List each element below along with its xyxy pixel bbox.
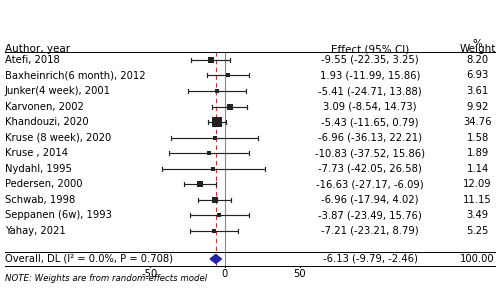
Text: Atefi, 2018: Atefi, 2018	[5, 55, 60, 65]
Text: Kruse , 2014: Kruse , 2014	[5, 148, 68, 158]
Text: Author, year: Author, year	[5, 44, 70, 54]
Text: Overall, DL (I² = 0.0%, P = 0.708): Overall, DL (I² = 0.0%, P = 0.708)	[5, 254, 173, 264]
Text: -6.96 (-36.13, 22.21): -6.96 (-36.13, 22.21)	[318, 133, 422, 143]
Text: Junker(4 week), 2001: Junker(4 week), 2001	[5, 86, 111, 96]
Text: -7.73 (-42.05, 26.58): -7.73 (-42.05, 26.58)	[318, 164, 422, 174]
Text: Baxheinrich(6 month), 2012: Baxheinrich(6 month), 2012	[5, 70, 146, 81]
Text: Pedersen, 2000: Pedersen, 2000	[5, 179, 82, 189]
Text: 100.00: 100.00	[460, 254, 495, 264]
Text: 1.14: 1.14	[466, 164, 488, 174]
Text: Effect (95% CI): Effect (95% CI)	[331, 44, 409, 54]
Text: 34.76: 34.76	[463, 117, 492, 127]
Text: %: %	[472, 39, 482, 48]
Text: 8.20: 8.20	[466, 55, 488, 65]
Text: Schwab, 1998: Schwab, 1998	[5, 195, 75, 205]
Text: Nydahl, 1995: Nydahl, 1995	[5, 164, 72, 174]
Text: Kruse (8 week), 2020: Kruse (8 week), 2020	[5, 133, 111, 143]
Text: 0: 0	[222, 269, 228, 279]
Text: 1.89: 1.89	[466, 148, 488, 158]
Text: 1.93 (-11.99, 15.86): 1.93 (-11.99, 15.86)	[320, 70, 420, 81]
Text: 3.61: 3.61	[466, 86, 488, 96]
Text: Khandouzi, 2020: Khandouzi, 2020	[5, 117, 88, 127]
Text: 11.15: 11.15	[463, 195, 492, 205]
Text: 12.09: 12.09	[463, 179, 492, 189]
Text: 5.25: 5.25	[466, 226, 488, 236]
Text: 50: 50	[294, 269, 306, 279]
Text: -6.96 (-17.94, 4.02): -6.96 (-17.94, 4.02)	[321, 195, 419, 205]
Text: 1.58: 1.58	[466, 133, 488, 143]
Text: -16.63 (-27.17, -6.09): -16.63 (-27.17, -6.09)	[316, 179, 424, 189]
Text: 3.09 (-8.54, 14.73): 3.09 (-8.54, 14.73)	[323, 102, 417, 112]
Text: Seppanen (6w), 1993: Seppanen (6w), 1993	[5, 210, 112, 221]
Text: 6.93: 6.93	[466, 70, 488, 81]
Text: Weight: Weight	[460, 44, 496, 54]
Text: Karvonen, 2002: Karvonen, 2002	[5, 102, 84, 112]
Text: -5.41 (-24.71, 13.88): -5.41 (-24.71, 13.88)	[318, 86, 422, 96]
Text: -10.83 (-37.52, 15.86): -10.83 (-37.52, 15.86)	[315, 148, 425, 158]
Text: -5.43 (-11.65, 0.79): -5.43 (-11.65, 0.79)	[321, 117, 419, 127]
Text: -7.21 (-23.21, 8.79): -7.21 (-23.21, 8.79)	[321, 226, 419, 236]
Text: 3.49: 3.49	[466, 210, 488, 221]
Text: -3.87 (-23.49, 15.76): -3.87 (-23.49, 15.76)	[318, 210, 422, 221]
Text: -6.13 (-9.79, -2.46): -6.13 (-9.79, -2.46)	[322, 254, 418, 264]
Text: -9.55 (-22.35, 3.25): -9.55 (-22.35, 3.25)	[321, 55, 419, 65]
Text: NOTE: Weights are from random-effects model: NOTE: Weights are from random-effects mo…	[5, 274, 207, 283]
Text: Yahay, 2021: Yahay, 2021	[5, 226, 66, 236]
Polygon shape	[210, 255, 222, 263]
Text: -50: -50	[142, 269, 158, 279]
Text: 9.92: 9.92	[466, 102, 488, 112]
